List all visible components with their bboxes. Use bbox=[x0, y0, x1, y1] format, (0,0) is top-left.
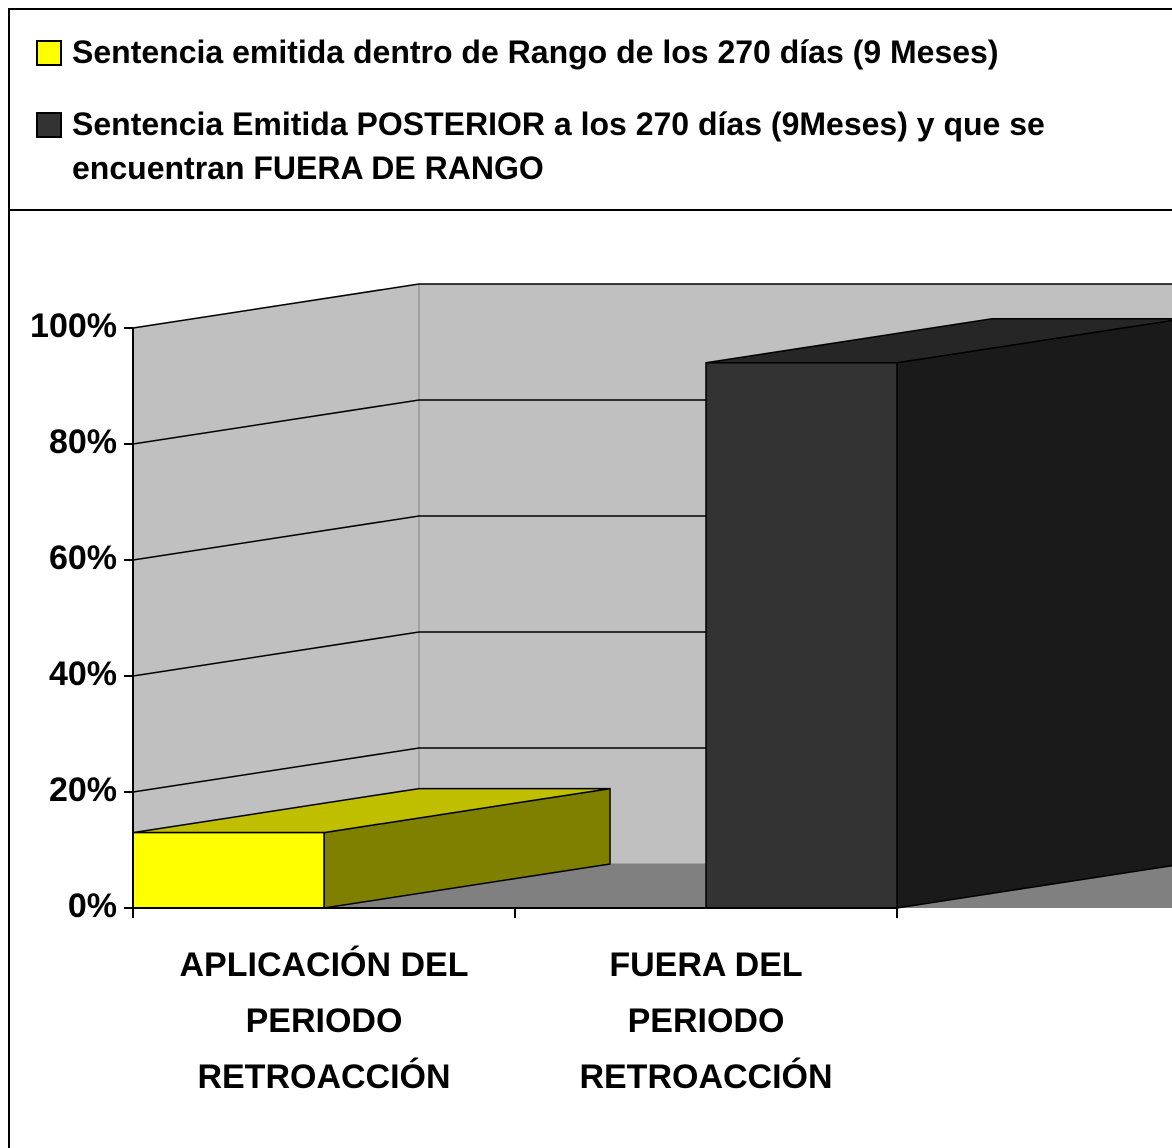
bar bbox=[132, 831, 325, 909]
y-tick-label: 100% bbox=[30, 307, 117, 345]
chart-frame bbox=[8, 8, 1172, 1148]
legend-swatch bbox=[36, 112, 62, 138]
legend-item: Sentencia Emitida POSTERIOR a los 270 dí… bbox=[36, 102, 1172, 190]
x-tick-label: RETROACCIÓN bbox=[197, 1058, 450, 1096]
y-tick-label: 40% bbox=[49, 655, 117, 693]
legend: Sentencia emitida dentro de Rango de los… bbox=[8, 8, 1172, 211]
legend-label: Sentencia emitida dentro de Rango de los… bbox=[72, 34, 999, 70]
x-tick-label: RETROACCIÓN bbox=[579, 1058, 832, 1096]
legend-label: Sentencia Emitida POSTERIOR a los 270 dí… bbox=[72, 106, 1045, 186]
legend-swatch bbox=[36, 40, 62, 66]
x-tick-label: FUERA DEL bbox=[609, 946, 802, 984]
legend-item: Sentencia emitida dentro de Rango de los… bbox=[36, 30, 1172, 74]
y-tick-label: 0% bbox=[68, 887, 117, 925]
y-tick-label: 60% bbox=[49, 539, 117, 577]
x-tick-label: PERIODO bbox=[628, 1002, 785, 1040]
grid-line bbox=[132, 283, 1172, 329]
bar-side bbox=[896, 319, 1172, 909]
bar bbox=[705, 362, 898, 909]
x-tick-label: APLICACIÓN DEL bbox=[180, 946, 469, 984]
x-tick-label: PERIODO bbox=[246, 1002, 403, 1040]
y-tick-label: 80% bbox=[49, 423, 117, 461]
y-tick-label: 20% bbox=[49, 771, 117, 809]
